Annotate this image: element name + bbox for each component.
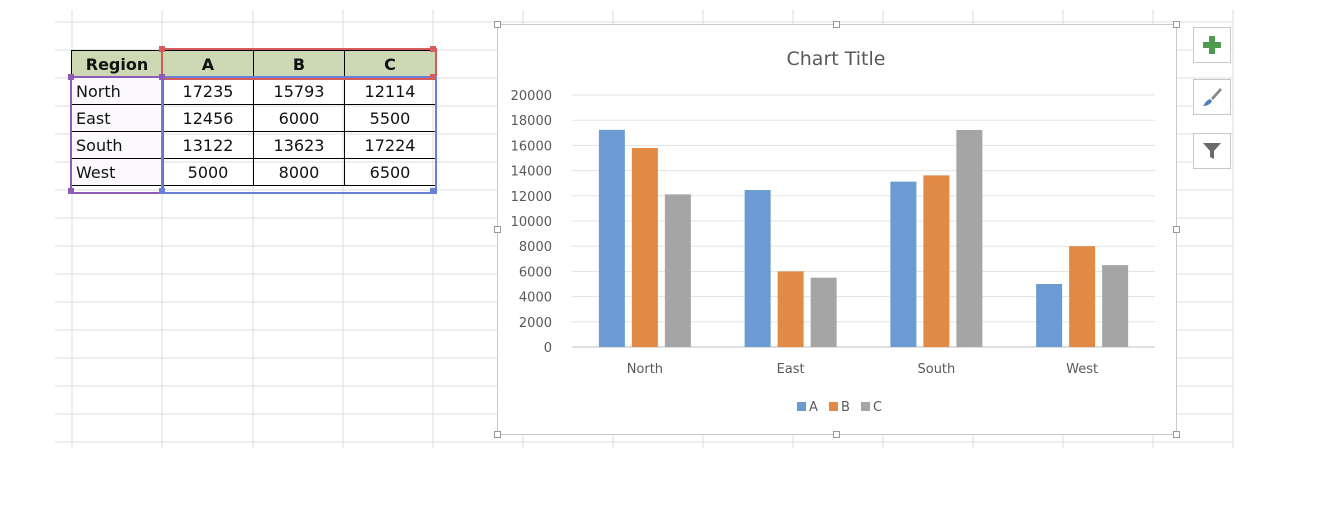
chart-resize-handle[interactable] (494, 21, 501, 28)
bar-b-east[interactable] (777, 271, 804, 347)
brush-icon (1203, 88, 1222, 106)
filter-icon (1203, 143, 1221, 159)
legend-swatch (797, 402, 806, 411)
bar-a-south[interactable] (890, 181, 917, 347)
cell-c[interactable]: 5500 (344, 104, 436, 132)
legend-swatch (829, 402, 838, 411)
cell-a[interactable]: 5000 (162, 158, 254, 186)
table-row: South 13122 13623 17224 (71, 131, 436, 159)
bar-b-south[interactable] (923, 175, 950, 347)
table-row: West 5000 8000 6500 (71, 158, 436, 186)
chart-canvas: Chart Title 0 2000 4000 6000 8000 10000 12000 14… (511, 48, 1155, 415)
cell-b[interactable]: 15793 (253, 77, 345, 105)
data-table-wrapper: Region A B C North 17235 15793 12114 Eas… (71, 50, 436, 186)
y-tick-label: 4000 (519, 291, 552, 306)
y-tick-label: 0 (544, 341, 552, 356)
x-tick-label: East (777, 362, 805, 377)
cell-a[interactable]: 12456 (162, 104, 254, 132)
bar-a-east[interactable] (744, 190, 771, 347)
bar-a-north[interactable] (598, 129, 625, 347)
bar-b-west[interactable] (1069, 246, 1096, 347)
bar-c-west[interactable] (1102, 265, 1129, 347)
y-tick-label: 16000 (511, 139, 552, 154)
data-table: Region A B C North 17235 15793 12114 Eas… (71, 50, 436, 186)
chart-resize-handle[interactable] (1173, 226, 1180, 233)
header-row: Region A B C (71, 50, 436, 78)
legend-label[interactable]: C (873, 400, 882, 415)
y-tick-label: 14000 (511, 165, 552, 180)
header-c[interactable]: C (344, 50, 436, 78)
y-tick-label: 10000 (511, 215, 552, 230)
legend-label[interactable]: A (809, 400, 818, 415)
chart-resize-handle[interactable] (833, 431, 840, 438)
chart-resize-handle[interactable] (1173, 21, 1180, 28)
header-b[interactable]: B (253, 50, 345, 78)
range-handle[interactable] (159, 46, 165, 52)
cell-region[interactable]: West (71, 158, 163, 186)
cell-c[interactable]: 12114 (344, 77, 436, 105)
bar-c-south[interactable] (956, 129, 983, 347)
header-a[interactable]: A (162, 50, 254, 78)
plus-icon (1203, 36, 1221, 54)
header-region[interactable]: Region (71, 50, 163, 78)
cell-a[interactable]: 17235 (162, 77, 254, 105)
bar-c-east[interactable] (810, 277, 837, 347)
cell-c[interactable]: 17224 (344, 131, 436, 159)
x-tick-label: North (627, 362, 663, 377)
legend-swatch (861, 402, 870, 411)
y-tick-label: 8000 (519, 240, 552, 255)
y-tick-label: 20000 (511, 89, 552, 104)
y-tick-label: 6000 (519, 265, 552, 280)
cell-c[interactable]: 6500 (344, 158, 436, 186)
bar-c-north[interactable] (664, 194, 691, 347)
chart-filters-button[interactable] (1193, 133, 1231, 169)
bar-b-north[interactable] (631, 148, 658, 347)
table-row: East 12456 6000 5500 (71, 104, 436, 132)
bar-a-west[interactable] (1036, 284, 1063, 347)
cell-b[interactable]: 13623 (253, 131, 345, 159)
range-handle[interactable] (430, 46, 436, 52)
chart-resize-handle[interactable] (1173, 431, 1180, 438)
range-handle[interactable] (430, 74, 436, 80)
y-tick-label: 2000 (519, 316, 552, 331)
chart-styles-button[interactable] (1193, 79, 1231, 115)
chart-area[interactable]: Chart Title 0 2000 4000 6000 8000 10000 12000 14… (497, 24, 1177, 435)
chart-elements-button[interactable] (1193, 27, 1231, 63)
chart-resize-handle[interactable] (494, 431, 501, 438)
cell-region[interactable]: East (71, 104, 163, 132)
cell-region[interactable]: North (71, 77, 163, 105)
y-tick-label: 12000 (511, 190, 552, 205)
chart-title[interactable]: Chart Title (787, 48, 886, 70)
chart-resize-handle[interactable] (494, 226, 501, 233)
range-handle[interactable] (68, 74, 74, 80)
legend-label[interactable]: B (841, 400, 850, 415)
cell-a[interactable]: 13122 (162, 131, 254, 159)
range-handle[interactable] (68, 188, 74, 194)
x-tick-label: South (917, 362, 955, 377)
range-handle[interactable] (430, 188, 436, 194)
y-tick-label: 18000 (511, 114, 552, 129)
cell-region[interactable]: South (71, 131, 163, 159)
cell-b[interactable]: 6000 (253, 104, 345, 132)
cell-b[interactable]: 8000 (253, 158, 345, 186)
range-handle[interactable] (159, 188, 165, 194)
range-handle[interactable] (159, 74, 165, 80)
chart-resize-handle[interactable] (833, 21, 840, 28)
x-tick-label: West (1066, 362, 1098, 377)
table-row: North 17235 15793 12114 (71, 77, 436, 105)
